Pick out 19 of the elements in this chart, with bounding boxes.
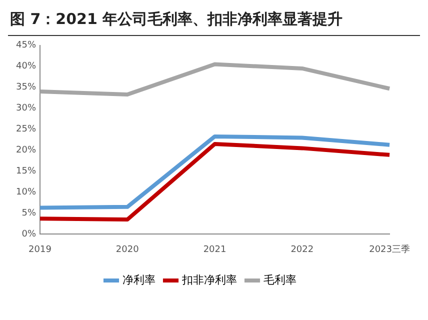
- legend-label: 扣非净利率: [180, 273, 237, 286]
- x-tick-label: 2020: [116, 244, 140, 255]
- y-tick-label: 0%: [22, 230, 36, 240]
- y-tick-label: 40%: [16, 62, 36, 72]
- y-tick-label: 20%: [16, 146, 36, 156]
- y-tick-label: 30%: [16, 104, 36, 114]
- chart-title: 图 7：2021 年公司毛利率、扣非净利率显著提升: [8, 8, 420, 36]
- x-tick-label: 2019: [28, 244, 52, 255]
- y-tick-label: 5%: [22, 208, 36, 219]
- x-tick-label: 2021: [203, 244, 226, 255]
- y-tick-label: 10%: [16, 188, 36, 198]
- legend-label: 净利率: [122, 273, 156, 286]
- y-tick-label: 45%: [16, 40, 36, 51]
- x-tick-label: 2023三季: [369, 244, 410, 255]
- y-tick-label: 35%: [16, 82, 36, 93]
- y-tick-label: 25%: [16, 124, 36, 135]
- x-tick-label: 2022: [290, 244, 314, 255]
- legend-label: 毛利率: [263, 273, 296, 286]
- y-tick-label: 15%: [16, 166, 36, 177]
